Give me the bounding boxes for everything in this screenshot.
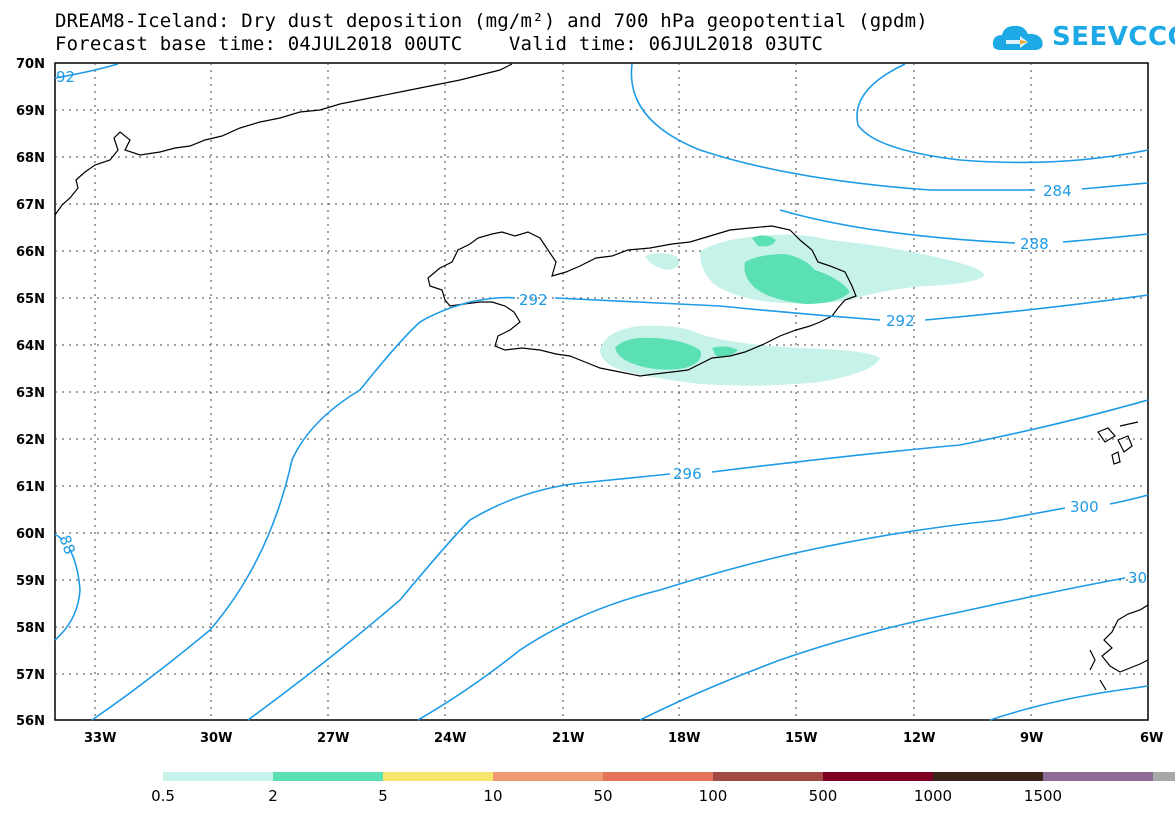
lon-label: 33W <box>84 731 116 746</box>
contour-292 <box>91 294 1149 721</box>
legend-label: 0.5 <box>151 787 175 805</box>
lon-label: 18W <box>668 731 700 746</box>
contour-label: 88 <box>56 533 79 557</box>
lon-label: 30W <box>200 731 232 746</box>
lat-label: 57N <box>16 668 45 683</box>
lat-label: 59N <box>16 574 45 589</box>
contour-label: 92 <box>56 68 75 86</box>
legend-labels: 0.5 2 5 10 50 100 500 1000 1500 <box>151 787 1062 805</box>
greenland-coast <box>54 63 513 216</box>
lat-label: 66N <box>16 245 45 260</box>
coastlines <box>54 63 1149 691</box>
legend-swatch <box>1043 772 1153 781</box>
contour-labels: 92 284 288 292 292 296 300 30 88 <box>56 68 1148 587</box>
legend-swatch <box>163 772 273 781</box>
grid-lines <box>55 63 1148 720</box>
geopotential-contours <box>54 63 1149 721</box>
dust-area-south-dark <box>615 337 701 370</box>
contour-label: 300 <box>1070 498 1099 516</box>
legend-label: 1000 <box>914 787 952 805</box>
contour-label: 288 <box>1020 235 1049 253</box>
contour-288-left <box>54 534 81 641</box>
lat-label: 61N <box>16 480 45 495</box>
lon-label: 12W <box>903 731 935 746</box>
iceland-coast <box>427 225 857 377</box>
contour-292-topleft <box>54 63 119 79</box>
legend-swatch <box>713 772 823 781</box>
legend-swatch <box>823 772 933 781</box>
lat-label: 63N <box>16 386 45 401</box>
contour-label: 284 <box>1043 182 1072 200</box>
dust-area-north-dark <box>744 254 850 304</box>
contour-296 <box>247 399 1149 721</box>
contour-284 <box>630 63 1149 191</box>
legend-swatch <box>273 772 383 781</box>
lat-label: 64N <box>16 339 45 354</box>
cloud-icon <box>992 25 1043 50</box>
contour-label: 296 <box>673 465 702 483</box>
legend-swatch <box>493 772 603 781</box>
faroe-islands <box>1097 421 1139 465</box>
lon-label: 6W <box>1140 731 1163 746</box>
legend-label: 10 <box>483 787 502 805</box>
legend-swatch <box>933 772 1043 781</box>
lat-label: 58N <box>16 621 45 636</box>
legend-label: 500 <box>809 787 838 805</box>
legend-swatch <box>603 772 713 781</box>
lat-label: 69N <box>16 104 45 119</box>
contour-label: 292 <box>519 291 548 309</box>
legend-label: 1500 <box>1024 787 1062 805</box>
lon-label: 21W <box>552 731 584 746</box>
legend-swatch <box>383 772 493 781</box>
lat-label: 67N <box>16 198 45 213</box>
legend-label: 50 <box>593 787 612 805</box>
contour-300 <box>417 494 1149 721</box>
lon-label: 15W <box>785 731 817 746</box>
lon-label: 27W <box>317 731 349 746</box>
lat-label: 60N <box>16 527 45 542</box>
contour-label: 30 <box>1128 569 1147 587</box>
legend-label: 2 <box>268 787 278 805</box>
forecast-times: Forecast base time: 04JUL2018 00UTC Vali… <box>55 33 824 55</box>
lat-label: 70N <box>16 57 45 72</box>
lon-label: 9W <box>1020 731 1043 746</box>
legend-label: 100 <box>699 787 728 805</box>
dust-area-north-spot <box>752 235 776 247</box>
dust-area-north-small <box>645 253 679 270</box>
scotland-coast <box>1101 604 1149 673</box>
seevccc-logo-text: SEEVCCC <box>1052 22 1175 52</box>
contour-label: 292 <box>886 312 915 330</box>
legend-swatch <box>1153 772 1175 781</box>
contour-288 <box>779 209 1149 244</box>
lat-label: 65N <box>16 292 45 307</box>
map-title: DREAM8-Iceland: Dry dust deposition (mg/… <box>55 10 928 32</box>
contour-284-cap <box>856 63 1149 164</box>
lat-label: 68N <box>16 151 45 166</box>
longitude-labels: 33W 30W 27W 24W 21W 18W 15W 12W 9W 6W <box>84 731 1163 746</box>
contour-304 <box>639 577 1126 721</box>
latitude-labels: 70N 69N 68N 67N 66N 65N 64N 63N 62N 61N … <box>16 57 45 729</box>
legend-colorbar <box>163 772 1175 781</box>
lat-label: 62N <box>16 433 45 448</box>
dust-deposition-shading <box>600 234 985 386</box>
hebrides <box>1089 649 1107 691</box>
legend-label: 5 <box>378 787 388 805</box>
contour-308 <box>989 685 1149 721</box>
dust-area-south-spot <box>712 346 738 357</box>
lon-label: 24W <box>434 731 466 746</box>
lat-label: 56N <box>16 714 45 729</box>
